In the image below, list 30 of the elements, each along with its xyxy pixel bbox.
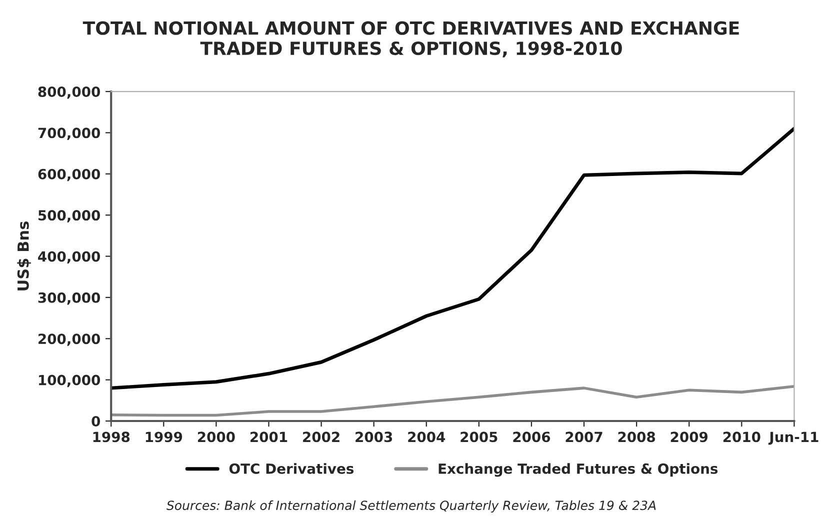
y-axis-title: US$ Bns [17, 222, 31, 290]
y-tick-label: 100,000 [39, 374, 100, 388]
y-tick-label: 0 [92, 416, 100, 426]
y-tick-label: 500,000 [38, 210, 100, 222]
x-tick-label: Jun-11 [768, 432, 818, 445]
x-tick-label: 2000 [198, 432, 235, 442]
x-tick-label: 2006 [513, 432, 550, 442]
x-tick-label: 2002 [303, 432, 340, 442]
source-note: Sources: Bank of International Settlements Quarterly Review, Tables 19 & 23A [166, 500, 656, 513]
line-series [111, 385, 794, 417]
x-tick-label: 2001 [250, 432, 288, 442]
x-tick-label: 1998 [93, 432, 130, 442]
legend-label: OTC Derivatives [229, 463, 354, 474]
legend-label: Exchange Traded Futures & Options [438, 463, 718, 477]
y-tick-label: 400,000 [38, 251, 100, 264]
x-tick-label: 2008 [618, 432, 656, 442]
y-tick-label: 700,000 [38, 128, 100, 140]
y-tick-label: 800,000 [38, 86, 100, 99]
x-tick-label: 2007 [566, 432, 602, 442]
x-tick-label: 2009 [670, 432, 708, 442]
x-tick-label: 2005 [460, 432, 498, 442]
x-tick-label: 2004 [408, 432, 446, 442]
x-tick-label: 1999 [146, 432, 182, 442]
x-tick-label: 2003 [356, 432, 392, 442]
x-tick-label: 2010 [723, 432, 760, 442]
chart-title: TOTAL NOTIONAL AMOUNT OF OTC DERIVATIVES AND EXCHANGE TRADED FUTURES & OPTIONS, 1998-2010 [82, 21, 739, 58]
y-tick-label: 200,000 [38, 334, 100, 346]
y-tick-label: 600,000 [38, 168, 100, 182]
y-tick-label: 300,000 [38, 292, 100, 305]
line-series [111, 126, 794, 390]
